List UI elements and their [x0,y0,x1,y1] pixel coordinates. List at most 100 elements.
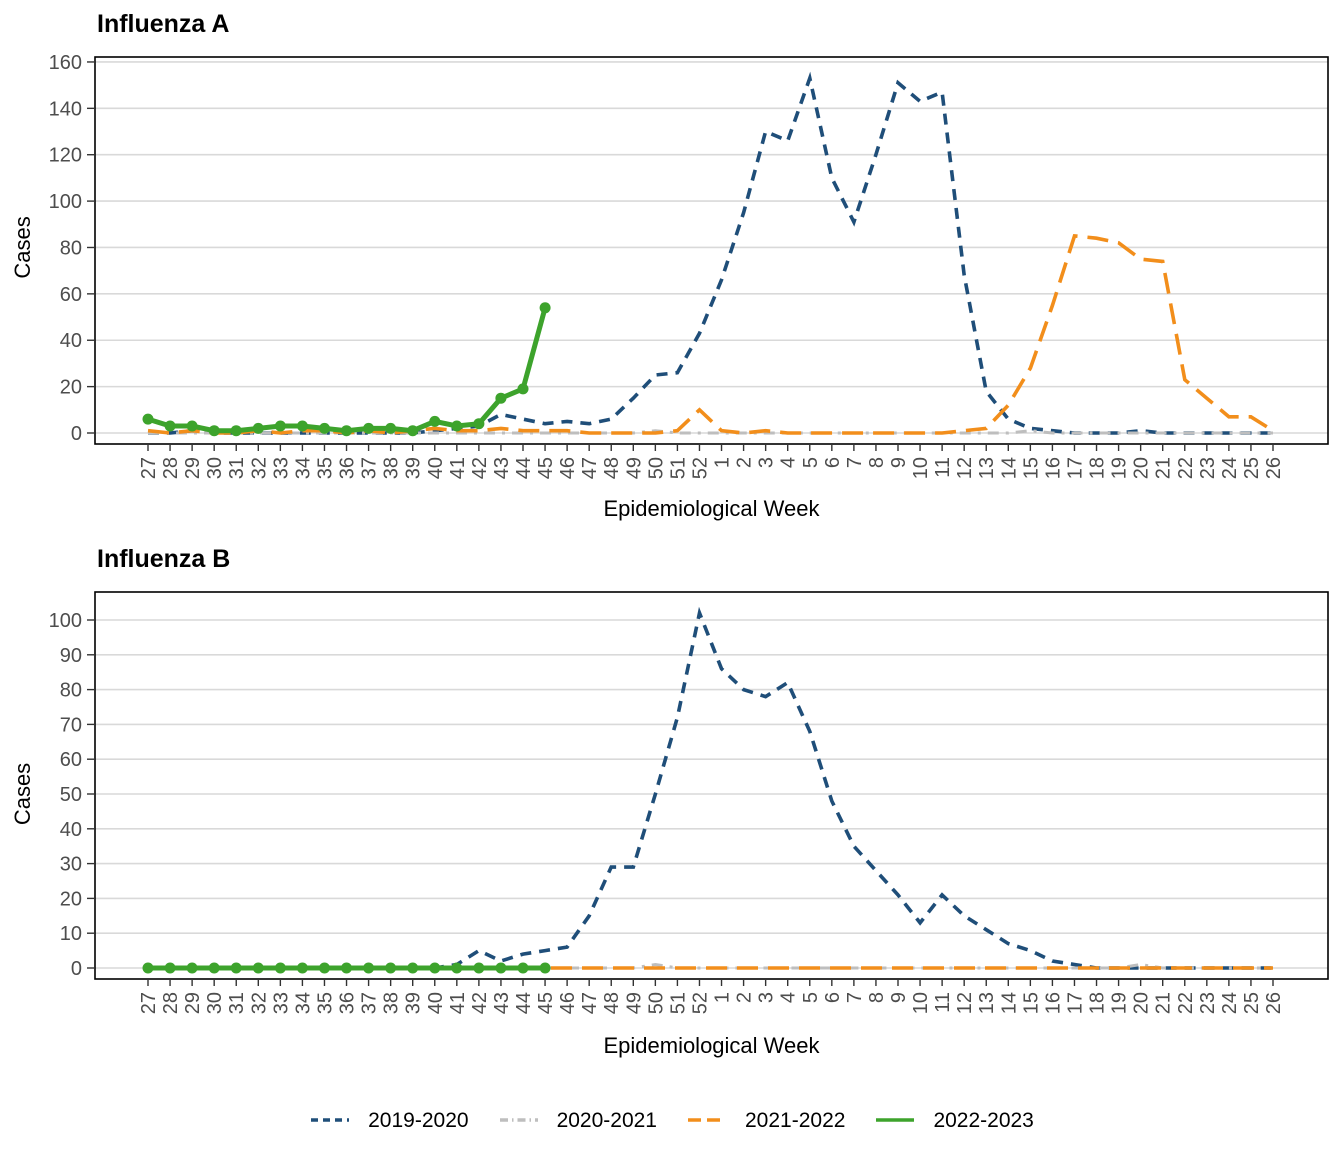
x-tick-label: 51 [667,992,689,1014]
y-tick-label: 0 [71,423,82,445]
x-tick-label: 22 [1175,457,1197,479]
legend-label: 2020-2021 [556,1108,657,1132]
x-tick-label: 52 [689,457,711,479]
legend-item-2022-2023: 2022-2023 [875,1110,1034,1131]
x-tick-label: 50 [645,992,667,1014]
legend-key-dashdot-line [499,1118,538,1122]
x-tick-label: 28 [160,457,182,479]
y-tick-label: 80 [60,680,82,702]
data-point-marker [429,962,441,974]
x-tick-label: 45 [535,992,557,1014]
data-point-marker [539,962,551,974]
data-point-marker [252,422,264,434]
data-point-marker [164,962,176,974]
x-tick-label: 40 [425,992,447,1014]
x-axis-title: Epidemiological Week [603,1033,820,1058]
x-tick-label: 26 [1263,457,1285,479]
y-tick-label: 50 [60,784,82,806]
y-axis-title: Cases [10,216,35,278]
x-tick-label: 36 [337,992,359,1014]
data-point-marker [186,962,198,974]
x-tick-label: 24 [1219,992,1241,1014]
data-point-marker [186,420,198,432]
x-tick-label: 27 [138,457,160,479]
data-point-marker [495,962,507,974]
x-tick-label: 20 [1131,457,1153,479]
data-point-marker [363,422,375,434]
x-tick-label: 27 [138,992,160,1014]
x-tick-label: 5 [800,992,822,1003]
x-tick-label: 29 [182,992,204,1014]
y-tick-label: 10 [60,923,82,945]
data-point-marker [341,425,352,437]
x-tick-label: 38 [381,992,403,1014]
x-tick-label: 31 [226,992,248,1014]
x-tick-label: 50 [645,457,667,479]
x-tick-label: 51 [667,457,689,479]
y-tick-label: 30 [60,854,82,876]
chart-title: Influenza A [97,10,229,38]
panel-influenza-a: 27 28 29 30 31 32 33 34 35 36 37 38 39 40 41 42 43 44 45 46… [10,10,1329,521]
x-tick-label: 42 [469,992,491,1014]
x-tick-label: 25 [1241,992,1263,1014]
x-tick-label: 11 [932,992,954,1013]
data-point-marker [473,418,485,430]
x-tick-label: 21 [1153,992,1175,1014]
x-tick-label: 16 [1042,457,1064,479]
x-tick-label: 10 [910,992,932,1014]
x-tick-label: 9 [888,992,910,1003]
data-point-marker [495,392,507,404]
x-tick-label: 23 [1197,992,1219,1014]
y-tick-label: 60 [60,749,82,771]
legend-label: 2019-2020 [368,1108,469,1132]
x-tick-label: 34 [292,457,314,479]
x-tick-label: 3 [756,992,778,1003]
y-tick-label: 0 [71,958,82,980]
legend-key-dashed-line [311,1118,350,1122]
x-tick-label: 13 [976,457,998,479]
x-tick-label: 43 [491,457,513,479]
x-tick-label: 4 [778,457,800,468]
x-tick-label: 39 [403,457,425,479]
x-tick-label: 46 [557,992,579,1014]
x-tick-label: 31 [226,457,248,479]
x-tick-label: 25 [1241,457,1263,479]
x-tick-label: 37 [359,457,381,479]
x-axis-title: Epidemiological Week [603,496,820,521]
data-point-marker [274,962,286,974]
x-tick-label: 35 [314,992,336,1014]
data-point-marker [517,383,529,395]
data-point-marker [341,962,352,974]
x-tick-label: 33 [270,992,292,1014]
data-point-marker [473,962,485,974]
x-tick-label: 43 [491,992,513,1014]
series-line-2019-2020 [148,606,1273,970]
series-line-2019-2020 [148,71,1273,435]
x-tick-label: 6 [822,992,844,1003]
y-tick-label: 90 [60,645,82,667]
x-tick-label: 47 [579,457,601,479]
panel-border [94,56,1329,445]
x-tick-label: 14 [998,457,1020,479]
x-tick-label: 9 [888,457,910,468]
data-point-marker [296,420,308,432]
x-tick-label: 20 [1131,992,1153,1014]
data-point-marker [230,962,242,974]
x-tick-label: 18 [1087,457,1109,479]
x-tick-label: 24 [1219,457,1241,479]
x-tick-label: 8 [866,457,888,468]
x-tick-label: 12 [954,992,976,1014]
legend-item-2020-2021: 2020-2021 [499,1110,657,1131]
x-tick-label: 44 [513,992,535,1014]
data-point-marker [142,413,154,425]
x-tick-label: 15 [1020,992,1042,1014]
y-tick-label: 160 [49,52,82,74]
data-point-marker [164,420,176,432]
x-tick-label: 26 [1263,992,1285,1014]
panel-influenza-b: 27 28 29 30 31 32 33 34 35 36 37 38 39 40 41 42 43 44 45 46… [10,545,1329,1058]
y-tick-label: 80 [60,237,82,259]
x-tick-label: 29 [182,457,204,479]
x-tick-label: 49 [623,457,645,479]
x-tick-label: 46 [557,457,579,479]
